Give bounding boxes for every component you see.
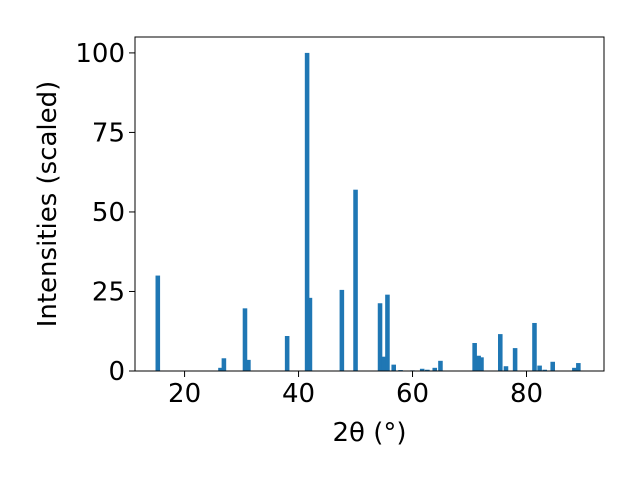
x-tick-label: 40	[282, 379, 315, 409]
y-tick-label: 0	[108, 357, 125, 387]
plot-frame	[134, 36, 605, 372]
bar	[246, 359, 251, 371]
bar	[425, 369, 430, 371]
y-tick-label: 75	[92, 118, 125, 148]
bar	[476, 355, 481, 371]
x-tick-label: 80	[510, 379, 543, 409]
bar	[472, 343, 477, 371]
bar	[304, 52, 310, 372]
y-tick-label: 50	[92, 198, 125, 228]
bar	[242, 308, 248, 371]
y-tick-label: 100	[75, 39, 125, 69]
bar	[438, 360, 443, 371]
bar	[503, 366, 509, 371]
bar	[576, 363, 581, 371]
bar	[572, 367, 577, 371]
bar	[432, 367, 438, 371]
y-axis-ticks: 0 25 50 75 100	[75, 39, 135, 387]
x-axis-ticks: 20 40 60 80	[168, 371, 543, 409]
y-axis-label: Intensities (scaled)	[33, 81, 63, 328]
bar	[353, 189, 358, 371]
x-tick-label: 60	[396, 379, 429, 409]
bar	[542, 369, 548, 371]
bar	[284, 336, 290, 371]
bar	[479, 357, 484, 371]
bar	[550, 361, 555, 371]
bar	[307, 297, 313, 371]
bar	[377, 303, 383, 371]
bar	[532, 322, 537, 371]
bar	[155, 275, 161, 371]
bar	[218, 367, 223, 371]
bar	[419, 368, 425, 371]
bar	[512, 348, 518, 371]
bar	[339, 289, 345, 371]
bar	[385, 294, 390, 371]
bar	[498, 334, 503, 371]
x-axis-label: 2θ (°)	[332, 418, 406, 448]
bar	[381, 356, 387, 371]
bar	[391, 364, 396, 371]
bar	[537, 365, 542, 371]
x-tick-label: 20	[168, 379, 201, 409]
bar	[221, 358, 227, 371]
bars-group	[155, 52, 581, 372]
y-tick-label: 25	[92, 277, 125, 307]
